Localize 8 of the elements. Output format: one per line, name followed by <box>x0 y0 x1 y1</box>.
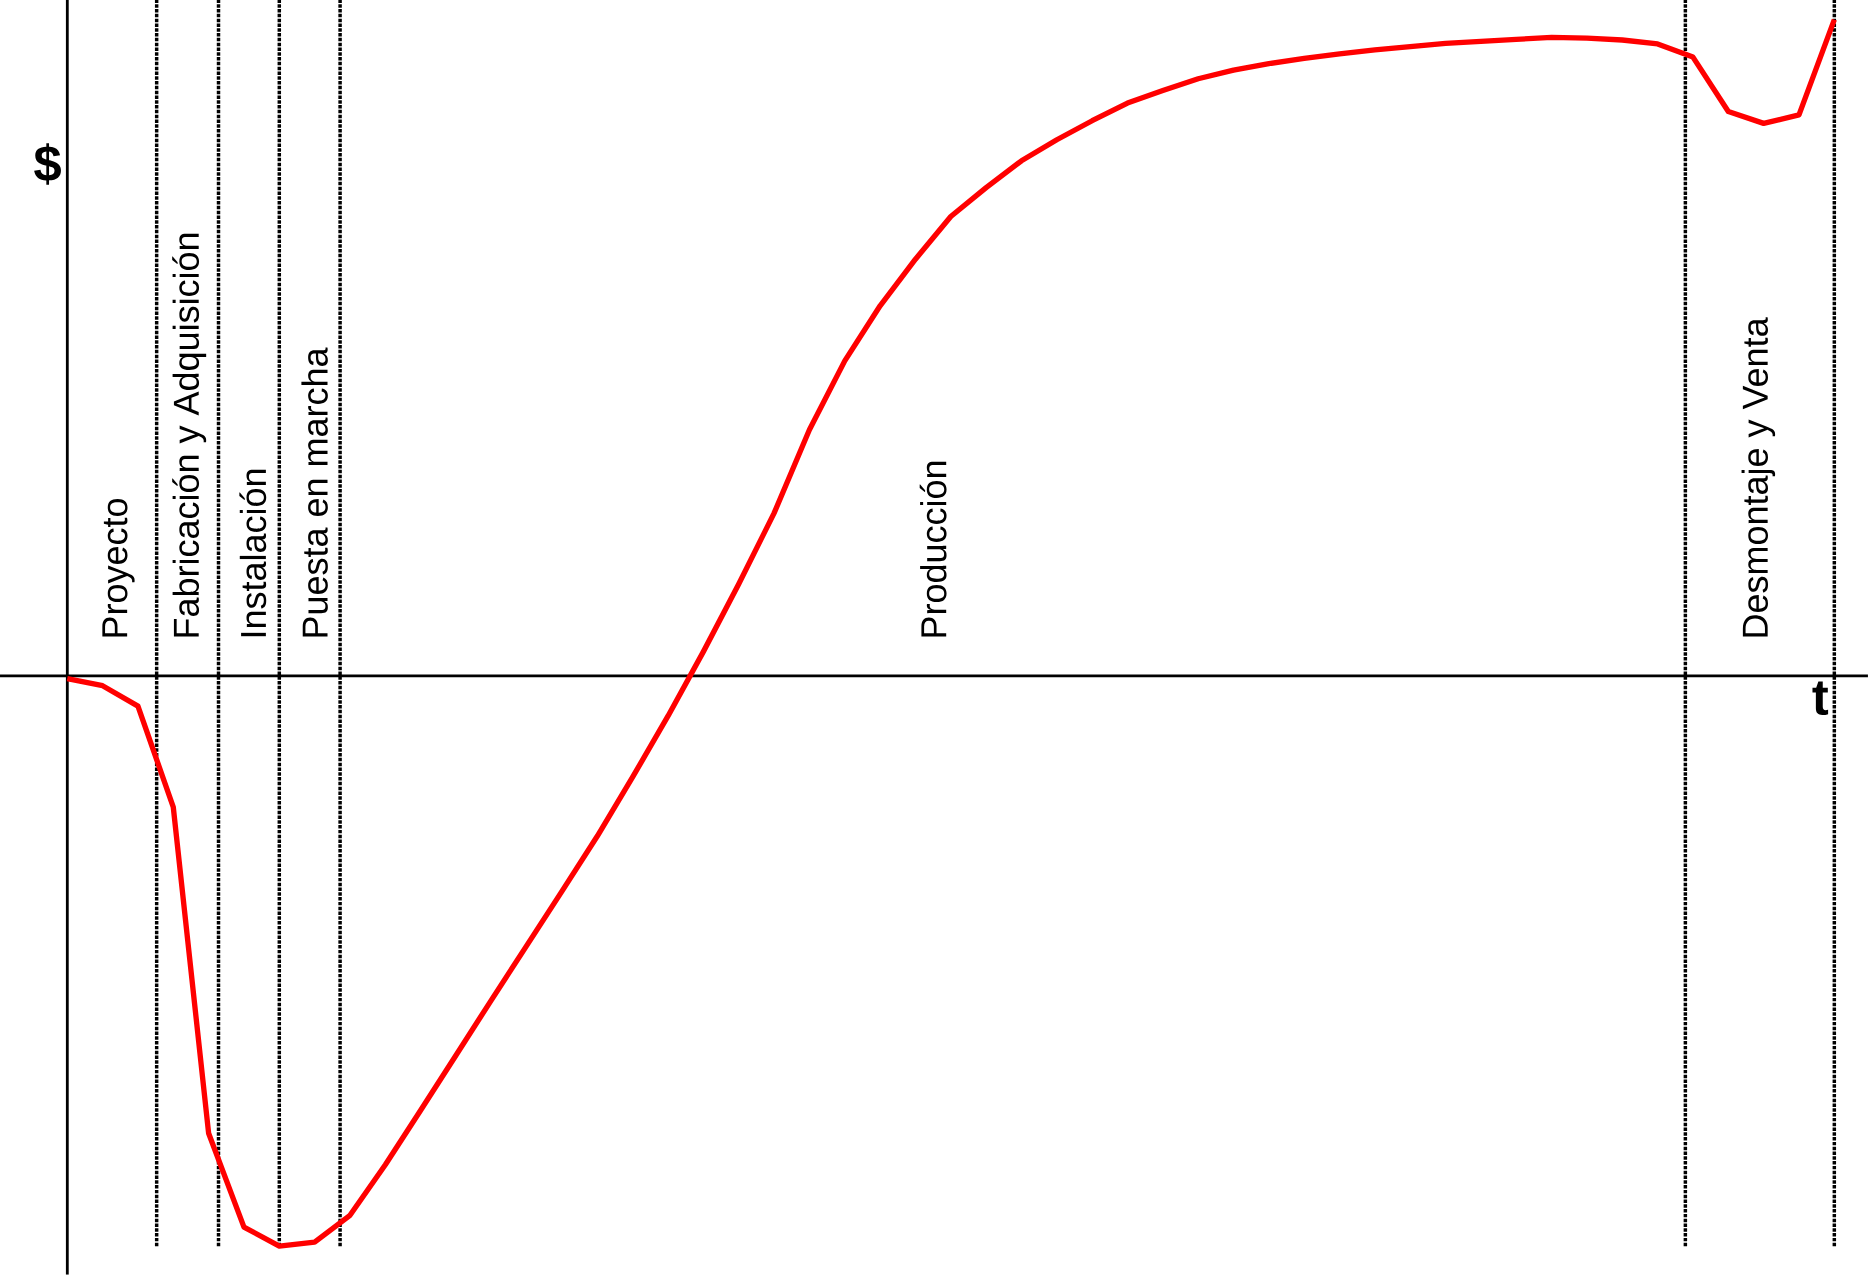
annotation: Proyecto <box>102 499 135 637</box>
annotation: Puesta en marcha <box>301 347 328 637</box>
annotation: Fabricación y Adquisición <box>172 233 207 637</box>
annotation: Desmontaje y Venta <box>1741 317 1776 637</box>
annotation: Instalación <box>239 469 267 637</box>
y-axis-title: $ <box>34 143 61 185</box>
x-axis-title: t <box>1812 681 1829 716</box>
annotation: Producción <box>919 461 947 637</box>
